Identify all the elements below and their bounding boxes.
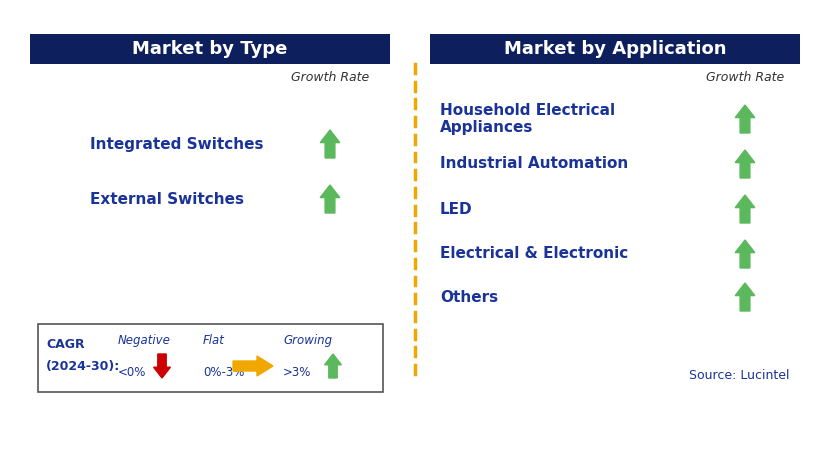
- Text: Growing: Growing: [282, 334, 332, 347]
- Text: Flat: Flat: [203, 334, 224, 347]
- Polygon shape: [734, 240, 753, 268]
- Text: Household Electrical
Appliances: Household Electrical Appliances: [440, 103, 614, 135]
- Text: Others: Others: [440, 290, 498, 305]
- Text: Electrical & Electronic: Electrical & Electronic: [440, 247, 628, 262]
- Polygon shape: [233, 356, 272, 376]
- Text: Market by Type: Market by Type: [132, 40, 287, 58]
- Text: <0%: <0%: [118, 366, 147, 379]
- Text: (2024-30):: (2024-30):: [46, 360, 120, 373]
- Text: CAGR: CAGR: [46, 338, 84, 351]
- Text: Industrial Automation: Industrial Automation: [440, 157, 628, 172]
- Polygon shape: [734, 283, 753, 311]
- Polygon shape: [325, 354, 341, 378]
- Text: Integrated Switches: Integrated Switches: [90, 137, 263, 152]
- Polygon shape: [320, 185, 339, 213]
- Polygon shape: [734, 195, 753, 223]
- FancyBboxPatch shape: [30, 34, 389, 64]
- FancyBboxPatch shape: [430, 34, 799, 64]
- Text: LED: LED: [440, 202, 472, 217]
- Polygon shape: [734, 105, 753, 133]
- Polygon shape: [153, 354, 171, 378]
- Text: Market by Application: Market by Application: [503, 40, 725, 58]
- Text: Source: Lucintel: Source: Lucintel: [689, 369, 789, 382]
- Text: External Switches: External Switches: [90, 192, 243, 207]
- Polygon shape: [320, 130, 339, 158]
- Text: Growth Rate: Growth Rate: [705, 71, 783, 84]
- Text: >3%: >3%: [282, 366, 311, 379]
- Text: Growth Rate: Growth Rate: [291, 71, 368, 84]
- FancyBboxPatch shape: [38, 324, 383, 392]
- Text: Negative: Negative: [118, 334, 171, 347]
- Text: 0%-3%: 0%-3%: [203, 366, 244, 379]
- Polygon shape: [734, 150, 753, 178]
